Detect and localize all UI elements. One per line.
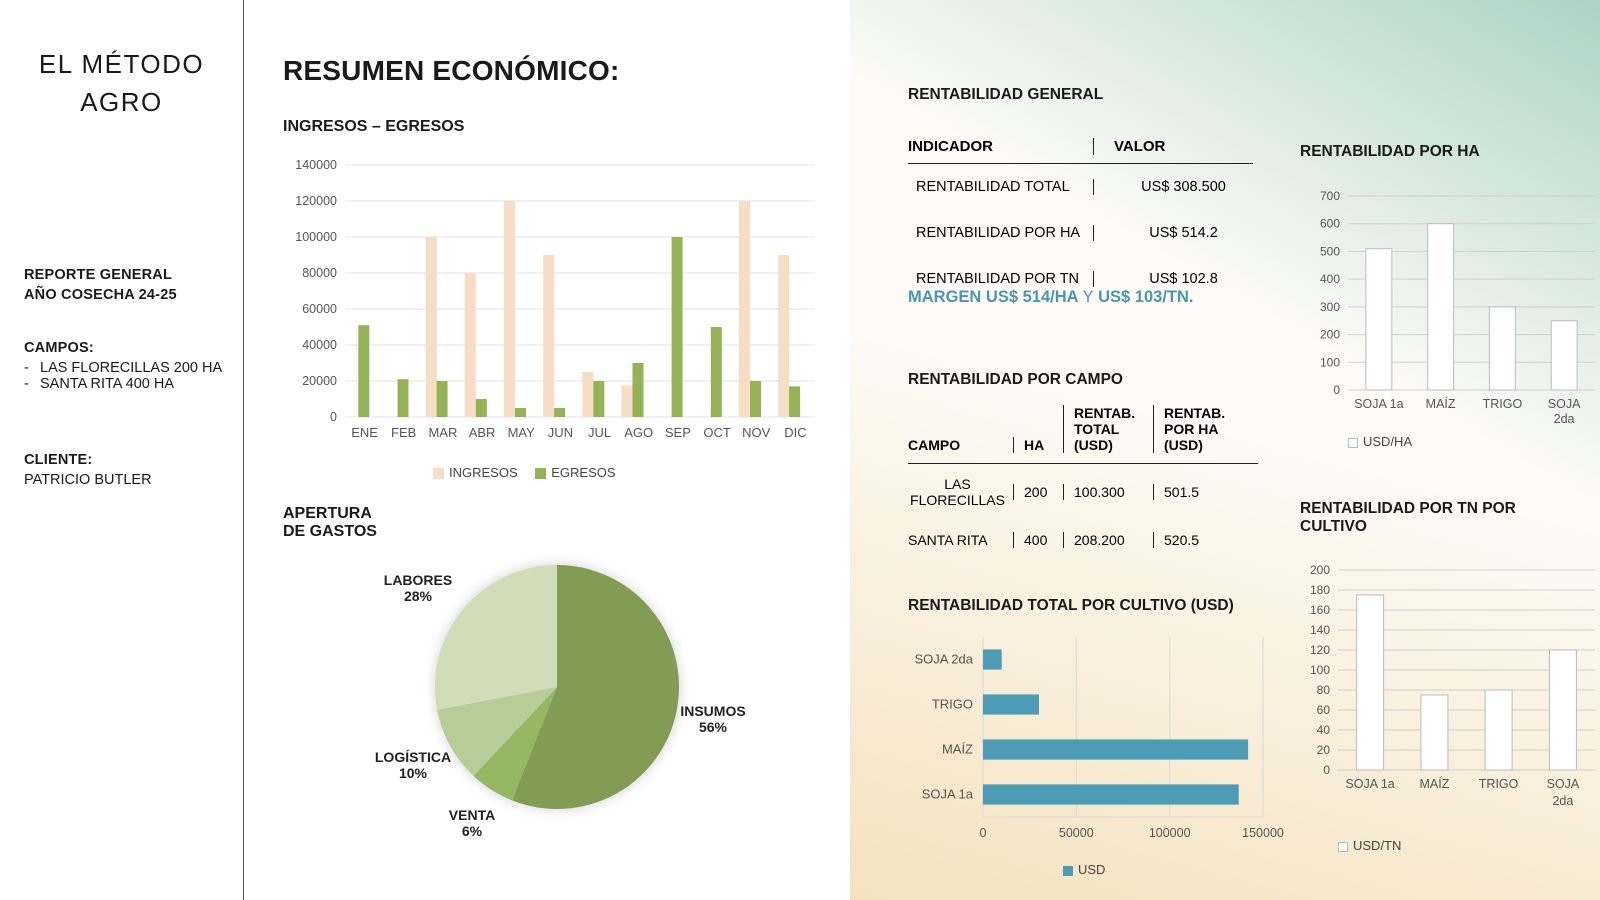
svg-text:140: 140 (1310, 623, 1330, 637)
svg-text:MAÍZ: MAÍZ (942, 742, 973, 757)
svg-text:100: 100 (1310, 663, 1330, 677)
svg-text:150000: 150000 (1242, 826, 1284, 840)
svg-text:400: 400 (1320, 272, 1340, 286)
svg-text:300: 300 (1320, 300, 1340, 314)
svg-text:TRIGO: TRIGO (932, 697, 973, 712)
svg-text:200: 200 (1320, 328, 1340, 342)
svg-text:FEB: FEB (391, 425, 416, 440)
svg-text:20000: 20000 (302, 374, 337, 388)
svg-text:160: 160 (1310, 603, 1330, 617)
svg-text:ENE: ENE (351, 425, 378, 440)
svg-text:MAY: MAY (508, 425, 536, 440)
svg-text:100: 100 (1320, 355, 1340, 369)
svg-text:40000: 40000 (302, 338, 337, 352)
svg-text:SOJA: SOJA (1547, 777, 1580, 791)
svg-text:120000: 120000 (295, 194, 337, 208)
svg-text:50000: 50000 (1059, 826, 1094, 840)
svg-text:60000: 60000 (302, 302, 337, 316)
svg-text:TRIGO: TRIGO (1479, 777, 1519, 791)
svg-text:MAÍZ: MAÍZ (1419, 776, 1449, 791)
svg-text:SEP: SEP (665, 425, 691, 440)
svg-text:SOJA: SOJA (1548, 397, 1581, 411)
svg-text:100000: 100000 (1149, 826, 1191, 840)
svg-text:SOJA 2da: SOJA 2da (914, 652, 973, 667)
svg-text:20: 20 (1317, 743, 1331, 757)
svg-text:MAÍZ: MAÍZ (1426, 396, 1456, 411)
svg-text:100000: 100000 (295, 230, 337, 244)
svg-text:ABR: ABR (469, 425, 496, 440)
svg-text:0: 0 (980, 826, 987, 840)
svg-text:600: 600 (1320, 217, 1340, 231)
svg-text:140000: 140000 (295, 158, 337, 172)
svg-text:2da: 2da (1552, 794, 1573, 808)
svg-text:JUL: JUL (588, 425, 611, 440)
svg-text:OCT: OCT (703, 425, 731, 440)
svg-text:SOJA 1a: SOJA 1a (922, 787, 974, 802)
svg-text:80000: 80000 (302, 266, 337, 280)
svg-text:0: 0 (330, 410, 337, 424)
svg-text:NOV: NOV (742, 425, 771, 440)
svg-text:700: 700 (1320, 189, 1340, 203)
svg-text:200: 200 (1310, 563, 1330, 577)
svg-text:0: 0 (1323, 763, 1330, 777)
svg-text:SOJA 1a: SOJA 1a (1354, 397, 1403, 411)
svg-text:60: 60 (1317, 703, 1331, 717)
svg-text:180: 180 (1310, 583, 1330, 597)
svg-text:120: 120 (1310, 643, 1330, 657)
svg-text:80: 80 (1317, 683, 1331, 697)
svg-text:JUN: JUN (548, 425, 573, 440)
svg-text:500: 500 (1320, 244, 1340, 258)
svg-text:40: 40 (1317, 723, 1331, 737)
svg-text:MAR: MAR (428, 425, 457, 440)
svg-text:SOJA 1a: SOJA 1a (1345, 777, 1394, 791)
svg-text:AGO: AGO (624, 425, 653, 440)
svg-text:DIC: DIC (784, 425, 806, 440)
svg-text:0: 0 (1333, 383, 1340, 397)
svg-text:2da: 2da (1554, 412, 1575, 426)
svg-text:TRIGO: TRIGO (1483, 397, 1523, 411)
